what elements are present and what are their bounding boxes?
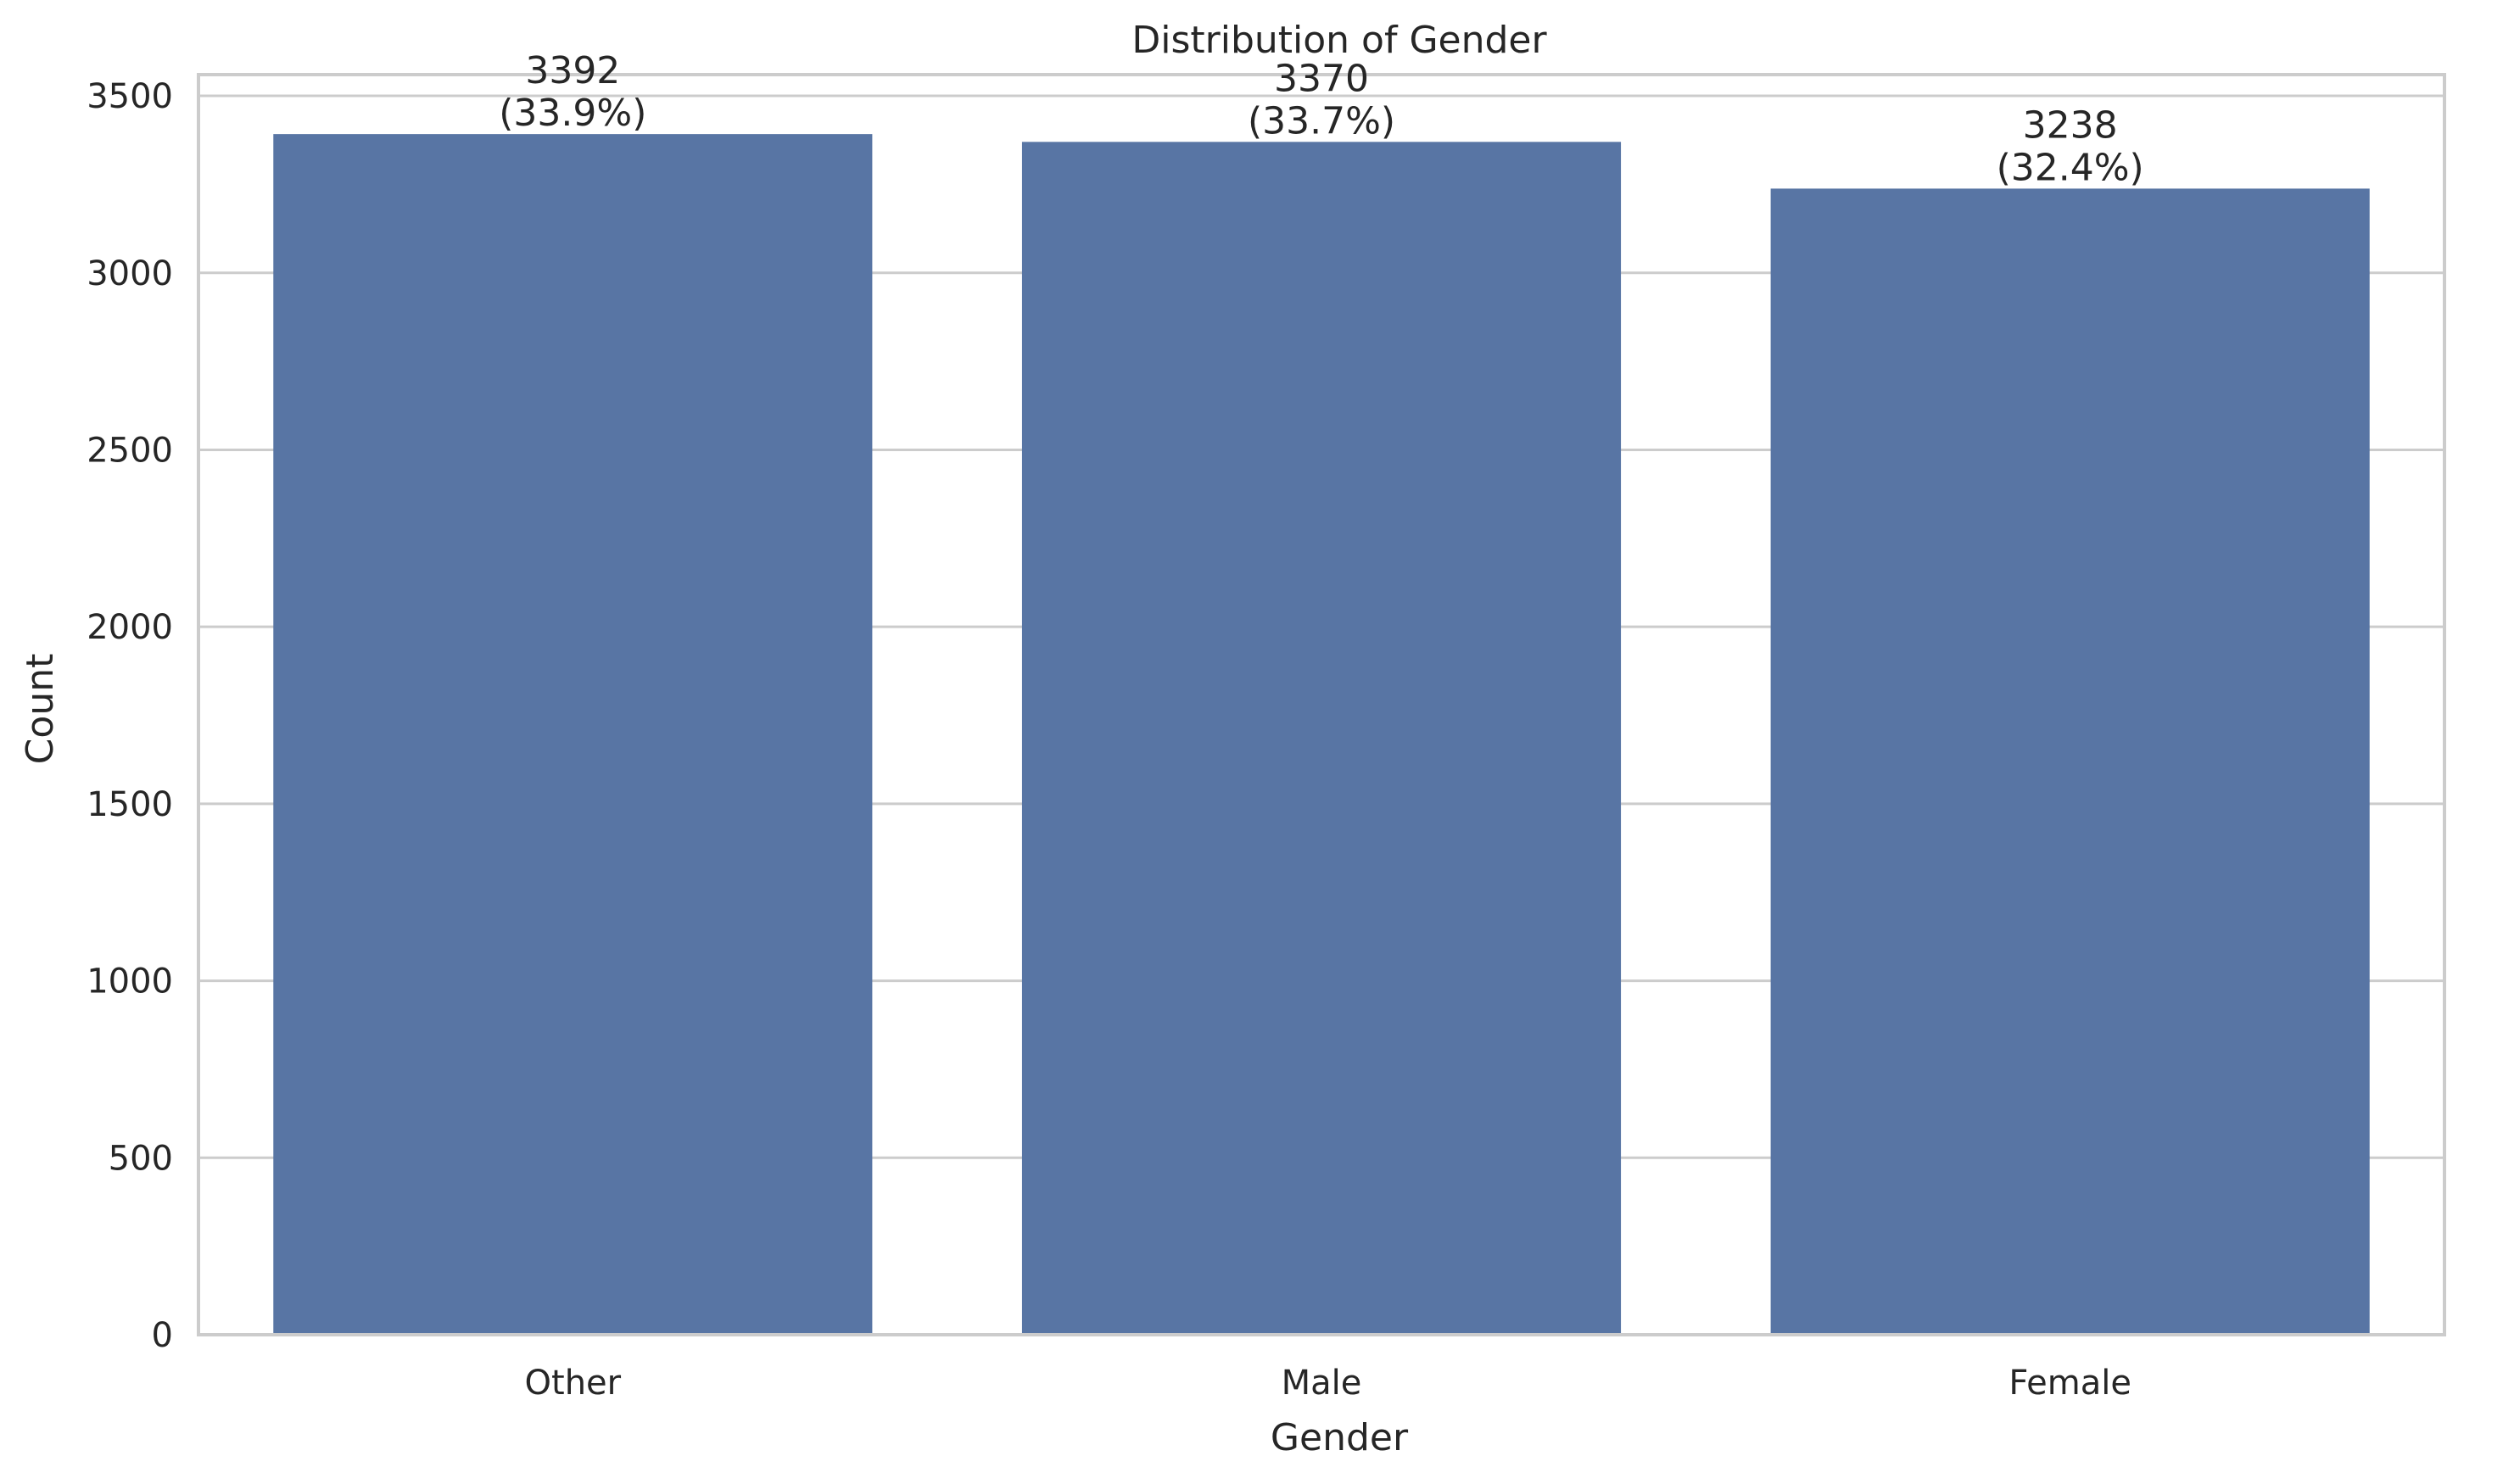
- y-tick-label: 2500: [87, 431, 173, 470]
- data-labels: 3392(33.9%) 3370(33.7%) 3238(32.4%): [499, 49, 2143, 189]
- y-tick-label: 3000: [87, 254, 173, 293]
- value-label: 3238: [2023, 103, 2118, 147]
- y-tick-label: 3500: [87, 77, 173, 116]
- y-tick-label: 2000: [87, 608, 173, 647]
- value-label: 3370: [1274, 57, 1369, 100]
- y-tick-label: 0: [152, 1316, 173, 1355]
- percent-label: (33.7%): [1248, 99, 1395, 142]
- bar: [1021, 142, 1622, 1336]
- y-tick-label: 500: [109, 1139, 173, 1178]
- y-tick-label: 1000: [87, 962, 173, 1001]
- y-tick-label: 1500: [87, 785, 173, 824]
- bars: [273, 134, 2370, 1336]
- value-label: 3392: [525, 49, 620, 92]
- percent-label: (33.9%): [499, 92, 646, 135]
- percent-label: (32.4%): [1997, 146, 2144, 189]
- bar: [273, 134, 873, 1335]
- chart-title: Distribution of Gender: [1131, 19, 1547, 62]
- y-axis-title: Count: [19, 654, 62, 765]
- plot-frame: [197, 73, 2446, 1336]
- x-axis-ticks: Other Male Female: [525, 1364, 2131, 1403]
- bar: [1770, 188, 2370, 1336]
- x-tick-label: Other: [525, 1364, 622, 1403]
- y-axis-ticks: 0 500 1000 1500 2000 2500 3000 3500: [87, 77, 173, 1355]
- x-tick-label: Male: [1282, 1364, 1362, 1403]
- x-tick-label: Female: [2009, 1364, 2131, 1403]
- x-axis-title: Gender: [1271, 1416, 1409, 1459]
